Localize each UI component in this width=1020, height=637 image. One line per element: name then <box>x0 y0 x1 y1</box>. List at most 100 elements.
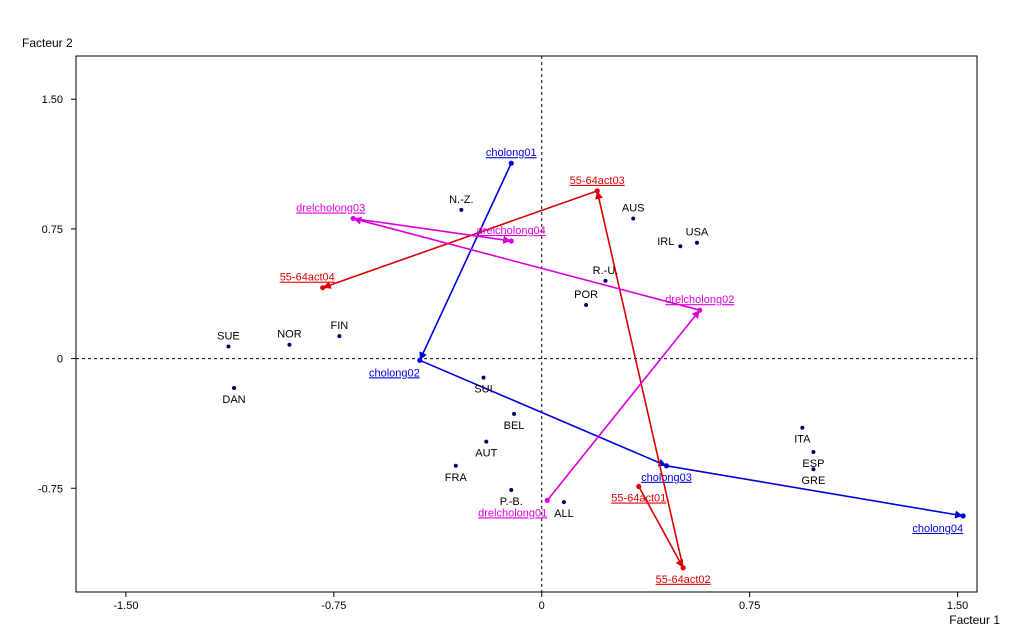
point-label: P.-B. <box>500 496 523 508</box>
point-label: IRL <box>657 236 674 248</box>
y-axis-title: Facteur 2 <box>22 36 73 50</box>
y-tick-label: 0.75 <box>42 224 63 236</box>
point-label: SUE <box>217 330 240 342</box>
point-label: R.-U. <box>593 265 619 277</box>
variable-point <box>320 285 326 291</box>
point-label: AUT <box>475 448 497 460</box>
country-point-sui: SUI <box>474 375 493 396</box>
variable-point <box>594 188 600 194</box>
country-point-all: ALL <box>554 500 574 520</box>
country-point-dan: DAN <box>222 385 246 406</box>
point-marker <box>631 216 636 221</box>
point-marker <box>484 439 489 444</box>
variable-label-cholong04: cholong04 <box>912 523 963 535</box>
variable-label-drelcholong03: drelcholong03 <box>296 203 365 215</box>
x-axis-ticks: -1.50 -0.75 0 0.75 1.50 <box>113 592 968 612</box>
x-tick-label: -0.75 <box>321 600 346 612</box>
point-marker <box>232 385 237 390</box>
variable-label-drelcholong02: drelcholong02 <box>665 294 734 306</box>
variable-point <box>680 565 686 571</box>
variable-point <box>508 238 514 244</box>
variable-point <box>417 357 423 363</box>
point-label: ESP <box>802 458 824 470</box>
variable-label-cholong02: cholong02 <box>369 367 420 379</box>
country-point-sue: SUE <box>217 330 240 349</box>
variable-point <box>636 483 642 490</box>
point-label: USA <box>686 227 709 239</box>
variable-point <box>544 497 550 503</box>
point-label: NOR <box>277 329 302 341</box>
point-marker <box>603 278 608 283</box>
point-marker <box>453 463 458 468</box>
variable-label-55-64act02: 55-64act02 <box>656 574 711 586</box>
country-points: SUE DAN NOR FIN N.-Z. SUI BEL AUT FRA P.-B. ALL POR… <box>217 194 825 520</box>
variable-label-drelcholong01: drelcholong01 <box>478 507 547 519</box>
country-point-fin: FIN <box>331 320 348 339</box>
country-point-irl: IRL <box>657 236 683 249</box>
y-axis-ticks: 1.50 0.75 0 -0.75 <box>38 94 76 495</box>
trajectories: cholong01 cholong02 cholong03 cholong04 55-6… <box>280 147 966 586</box>
variable-point <box>663 463 670 469</box>
point-marker <box>226 344 231 349</box>
point-marker <box>287 342 292 347</box>
point-marker <box>509 487 514 492</box>
country-point-ru: R.-U. <box>593 265 619 283</box>
point-marker <box>459 207 464 212</box>
trajectory-segment <box>420 162 512 358</box>
x-axis-title: Facteur 1 <box>949 613 1000 627</box>
variable-point <box>508 160 514 166</box>
country-point-aus: AUS <box>622 203 645 221</box>
point-marker <box>584 302 589 307</box>
variable-label-55-64act04: 55-64act04 <box>280 272 335 284</box>
country-point-fra: FRA <box>445 463 467 484</box>
country-point-nor: NOR <box>277 329 302 347</box>
variable-point <box>697 307 703 313</box>
country-point-esp: ESP <box>802 449 824 470</box>
point-label: GRE <box>802 475 826 487</box>
trajectory-segment <box>546 312 698 501</box>
variable-point <box>350 215 356 222</box>
point-label: DAN <box>222 394 245 406</box>
point-marker <box>800 425 805 430</box>
arrow-head <box>691 310 700 319</box>
trajectory-segment <box>419 359 664 465</box>
y-tick-label: 1.50 <box>42 94 63 106</box>
point-marker <box>561 500 566 505</box>
y-tick-label: -0.75 <box>38 483 63 495</box>
point-label: AUS <box>622 203 645 215</box>
y-tick-label: 0 <box>57 354 63 366</box>
trajectory-0: cholong01 cholong02 cholong03 cholong04 <box>369 147 966 535</box>
x-tick-label: -1.50 <box>113 600 138 612</box>
point-label: ALL <box>554 508 574 520</box>
point-marker <box>337 334 342 339</box>
point-marker <box>512 411 517 416</box>
point-label: POR <box>574 289 598 301</box>
point-label: BEL <box>504 420 525 432</box>
country-point-nz: N.-Z. <box>449 194 474 212</box>
point-label: N.-Z. <box>449 194 473 206</box>
trajectory-1: 55-64act01 55-64act02 55-64act03 55-64act04 <box>280 175 711 586</box>
variable-label-55-64act03: 55-64act03 <box>570 175 625 187</box>
variable-label-cholong03: cholong03 <box>641 472 692 484</box>
country-point-pb: P.-B. <box>500 487 523 508</box>
country-point-aut: AUT <box>475 439 498 460</box>
arrow-head <box>419 351 427 361</box>
variable-label-cholong01: cholong01 <box>486 147 537 159</box>
trajectory-segment <box>597 194 684 568</box>
trajectory-segment <box>353 217 508 242</box>
plot-frame <box>75 55 978 593</box>
point-label: ITA <box>794 434 811 446</box>
point-label: SUI <box>474 384 492 396</box>
variable-point <box>960 513 966 519</box>
country-point-gre: GRE <box>802 467 826 487</box>
point-marker <box>694 240 699 245</box>
trajectory-segment <box>666 464 960 517</box>
x-tick-label: 0.75 <box>739 600 760 612</box>
trajectory-2: drelcholong01 drelcholong02 drelcholong03 d… <box>296 203 734 520</box>
point-marker <box>678 244 683 249</box>
x-tick-label: 1.50 <box>947 600 968 612</box>
country-point-bel: BEL <box>504 411 525 432</box>
point-marker <box>481 375 486 380</box>
country-point-usa: USA <box>686 227 709 245</box>
